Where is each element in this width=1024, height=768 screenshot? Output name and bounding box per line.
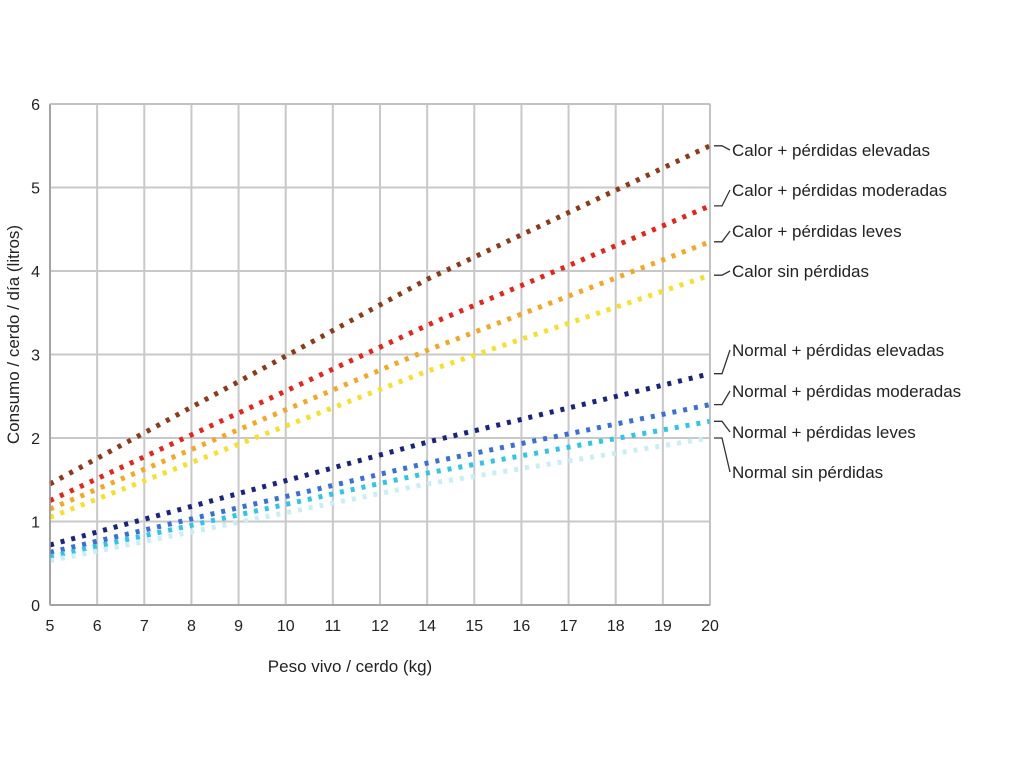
x-tick-label: 16 [513, 618, 531, 635]
y-tick-label: 5 [31, 181, 40, 198]
legend-leader-line [714, 390, 731, 406]
y-tick-label: 0 [31, 598, 40, 615]
legend-leader-line [714, 349, 731, 375]
legend-label: Normal + pérdidas leves [732, 423, 916, 442]
axes [49, 103, 711, 606]
y-tick-label: 2 [31, 431, 40, 448]
x-tick-label: 7 [140, 618, 149, 635]
legend-label: Normal + pérdidas elevadas [732, 341, 944, 360]
series-layer [48, 143, 712, 564]
x-tick-label: 6 [93, 618, 102, 635]
legend-label: Calor + pérdidas elevadas [732, 141, 930, 160]
y-tick-label: 6 [31, 97, 40, 114]
series-line [49, 239, 711, 512]
legend-leader-line [714, 270, 731, 276]
x-tick-label: 18 [607, 618, 625, 635]
x-tick-label: 20 [701, 618, 719, 635]
legend-leader-line [714, 437, 731, 473]
legend-leader-line [714, 420, 731, 433]
y-tick-label: 1 [31, 515, 40, 532]
series-line [49, 371, 711, 548]
legend-label: Calor sin pérdidas [732, 262, 869, 281]
y-tick-label: 4 [31, 264, 40, 281]
legend-leader-line [714, 230, 731, 243]
series-line [49, 402, 711, 555]
x-tick-label: 8 [187, 618, 196, 635]
series-line [49, 418, 711, 560]
x-tick-label: 11 [325, 618, 342, 635]
legend-label: Calor + pérdidas leves [732, 222, 902, 241]
x-tick-label: 10 [277, 618, 295, 635]
series-line [48, 203, 711, 503]
legend-leader-line [714, 145, 731, 151]
y-axis-title: Consumo / cerdo / día (litros) [4, 225, 23, 444]
series-line [49, 272, 711, 520]
x-tick-label: 17 [560, 618, 578, 635]
x-tick-label: 14 [418, 618, 436, 635]
x-tick-label: 19 [654, 618, 672, 635]
y-tick-label: 3 [31, 348, 40, 365]
legend-label: Normal + pérdidas moderadas [732, 382, 961, 401]
x-tick-label: 12 [371, 618, 389, 635]
legend-label: Normal sin pérdidas [732, 463, 883, 482]
x-tick-label: 9 [234, 618, 243, 635]
x-tick-label: 15 [465, 618, 483, 635]
series-line [48, 143, 712, 487]
plot-frame [49, 103, 711, 606]
series-line [49, 435, 711, 564]
legend-leader-line [714, 189, 731, 207]
legend-label: Calor + pérdidas moderadas [732, 181, 947, 200]
x-tick-label: 5 [46, 618, 55, 635]
x-axis-title: Peso vivo / cerdo (kg) [268, 657, 432, 676]
legend: Calor + pérdidas elevadas Calor + pérdida… [714, 141, 961, 482]
